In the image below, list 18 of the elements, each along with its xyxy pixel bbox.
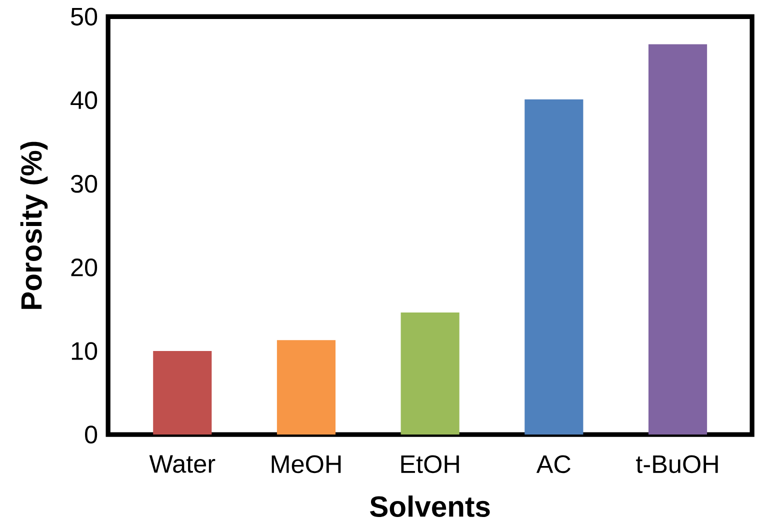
x-tick-label: EtOH xyxy=(401,455,459,474)
x-axis-title: Solvents xyxy=(370,495,490,517)
bar xyxy=(276,340,336,435)
x-tick-label: Water xyxy=(149,455,216,473)
y-tick-label: 20 xyxy=(71,258,98,276)
y-tick-label: 40 xyxy=(70,91,98,110)
y-tick-label: 0 xyxy=(85,426,98,444)
y-tick-label: 10 xyxy=(72,342,98,360)
bar xyxy=(153,350,212,435)
x-tick-label: AC xyxy=(536,455,570,474)
y-axis-title: Porosity (%) xyxy=(20,142,48,309)
y-tick-label: 30 xyxy=(70,174,98,193)
x-tick-label: t-BuOH xyxy=(636,455,718,474)
bar xyxy=(524,99,584,435)
bar xyxy=(400,312,460,435)
bar xyxy=(648,44,708,435)
y-tick-label: 50 xyxy=(71,8,98,26)
x-tick-label: MeOH xyxy=(272,455,341,474)
